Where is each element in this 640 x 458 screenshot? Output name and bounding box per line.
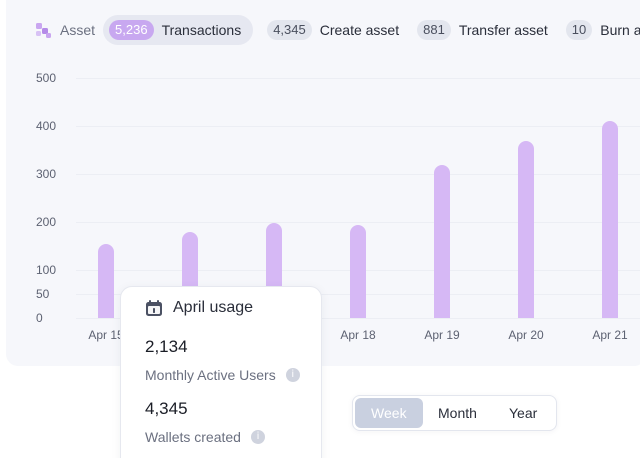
filter-chip-burn-asset[interactable]: 10 Burn asset [560,15,640,45]
x-tick-label: Apr 21 [592,328,628,342]
wallets-created-label: Wallets created i [145,429,265,445]
chip-count: 4,345 [267,20,312,40]
bar-apr-18[interactable] [350,225,366,318]
period-switch: Week Month Year [352,395,557,431]
chip-label: Burn asset [600,22,640,38]
bar-apr-15[interactable] [98,243,114,318]
y-tick-label: 50 [36,287,50,301]
wallets-created-value: 4,345 [145,399,188,418]
y-tick-label: 400 [36,119,57,133]
y-tick-label: 200 [36,215,57,229]
y-tick-label: 100 [36,263,57,277]
asset-label-text: Asset [60,22,96,38]
usage-title: April usage [173,299,254,316]
chip-label: Transactions [161,22,242,38]
filter-chip-create-asset[interactable]: 4,345 Create asset [261,15,409,45]
y-tick-label: 0 [36,311,43,325]
asset-blocks-icon [36,22,52,38]
bar-apr-21[interactable] [602,121,618,318]
calendar-icon [146,300,162,316]
grid-line [76,222,640,223]
transactions-bar-chart: 0 50 100 200 300 400 500 Apr 15 Apr 18 Apr 19 Apr … [6,60,640,350]
chip-label: Transfer asset [458,22,548,38]
period-month-button[interactable]: Month [438,405,477,421]
info-icon[interactable]: i [250,430,265,444]
monthly-active-users-label: Monthly Active Users i [145,367,300,383]
chip-count: 881 [417,20,451,40]
filter-chip-transactions[interactable]: 5,236 Transactions [103,15,254,45]
info-icon[interactable]: i [285,368,300,382]
chip-label: Create asset [319,22,400,38]
chip-count: 10 [565,20,593,40]
y-tick-label: 300 [36,167,57,181]
x-tick-label: Apr 18 [340,328,376,342]
metric-label-text: Monthly Active Users [145,367,276,383]
usage-header: April usage [145,299,253,317]
y-tick-label: 500 [36,71,57,85]
transactions-panel: Asset 5,236 Transactions 4,345 Create as… [6,0,640,366]
grid-line [76,78,640,79]
filter-chip-transfer-asset[interactable]: 881 Transfer asset [411,15,558,45]
asset-filter-bar: Asset 5,236 Transactions 4,345 Create as… [36,15,640,45]
metric-label-text: Wallets created [145,429,241,445]
grid-line [76,126,640,127]
grid-line [76,318,640,319]
period-week-button[interactable]: Week [355,398,423,428]
x-tick-label: Apr 20 [508,328,544,342]
monthly-active-users-value: 2,134 [145,337,188,356]
asset-filter-label: Asset [36,22,95,38]
x-tick-label: Apr 19 [424,328,460,342]
x-tick-label: Apr 15 [88,328,124,342]
bar-apr-19[interactable] [434,165,450,318]
period-year-button[interactable]: Year [509,405,538,421]
grid-line [76,174,640,175]
chip-count: 5,236 [109,20,154,40]
april-usage-card: April usage 2,134 Monthly Active Users i… [120,286,322,458]
bar-apr-20[interactable] [518,141,534,318]
